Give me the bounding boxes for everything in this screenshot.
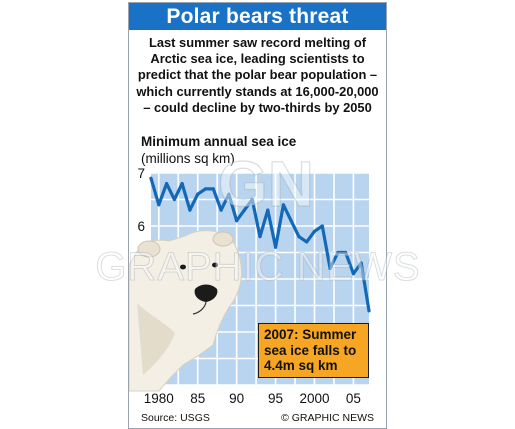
- data-point: [164, 182, 169, 186]
- y-tick-label: 7: [137, 166, 145, 181]
- data-point: [336, 250, 340, 255]
- data-point: [235, 219, 239, 223]
- polar-bear-illustration: [129, 230, 242, 392]
- data-point: [367, 309, 371, 313]
- x-axis-tick-labels: 1980 85 90 95 2000 05: [144, 391, 361, 406]
- data-point: [297, 235, 301, 239]
- data-point: [227, 192, 231, 196]
- data-point: [211, 187, 215, 191]
- data-point: [266, 208, 270, 212]
- chart-title: Minimum annual sea ice: [141, 134, 297, 149]
- data-point: [149, 176, 153, 180]
- bear-fur-shading: [137, 303, 175, 375]
- data-point: [273, 245, 278, 249]
- x-tick-label: 05: [346, 391, 361, 406]
- intro-text: Last summer saw record melting of Arctic…: [136, 35, 379, 115]
- x-tick-label: 2000: [299, 391, 329, 406]
- bear-nose: [194, 284, 218, 302]
- data-point: [180, 182, 184, 186]
- data-point: [188, 208, 192, 212]
- data-point: [344, 250, 348, 255]
- data-point: [289, 219, 293, 223]
- data-point: [328, 266, 332, 270]
- sea-ice-data-points: [149, 176, 371, 313]
- annotation-callout: 2007: Summer sea ice falls to 4.4m sq km: [258, 323, 369, 378]
- data-point: [242, 208, 247, 212]
- data-point: [219, 208, 223, 212]
- chart-unit-label: (millions sq km): [141, 151, 235, 166]
- bear-eye: [212, 262, 218, 268]
- publisher-credit: © GRAPHIC NEWS: [281, 412, 374, 424]
- source-credit: Source: USGS: [141, 412, 210, 424]
- data-point: [305, 240, 309, 244]
- x-tick-label: 95: [268, 391, 283, 406]
- x-tick-label: 1980: [144, 391, 174, 406]
- infographic-card: Polar bears threat Last summer saw recor…: [128, 2, 387, 429]
- data-point: [359, 261, 363, 265]
- x-tick-label: 85: [190, 391, 205, 406]
- data-point: [196, 192, 200, 196]
- data-point: [250, 197, 254, 202]
- y-tick-label: 6: [137, 219, 145, 234]
- data-point: [203, 187, 208, 191]
- data-point: [312, 229, 317, 233]
- data-point: [351, 272, 356, 276]
- bear-eye: [180, 264, 186, 270]
- bear-ear: [212, 231, 234, 247]
- page-title: Polar bears threat: [129, 3, 386, 30]
- bear-mouth: [192, 301, 207, 315]
- bear-ear: [137, 240, 161, 258]
- data-point: [320, 224, 324, 228]
- data-point: [172, 197, 176, 202]
- x-tick-label: 90: [229, 391, 244, 406]
- data-point: [281, 203, 285, 207]
- data-point: [258, 235, 262, 239]
- data-point: [157, 203, 161, 207]
